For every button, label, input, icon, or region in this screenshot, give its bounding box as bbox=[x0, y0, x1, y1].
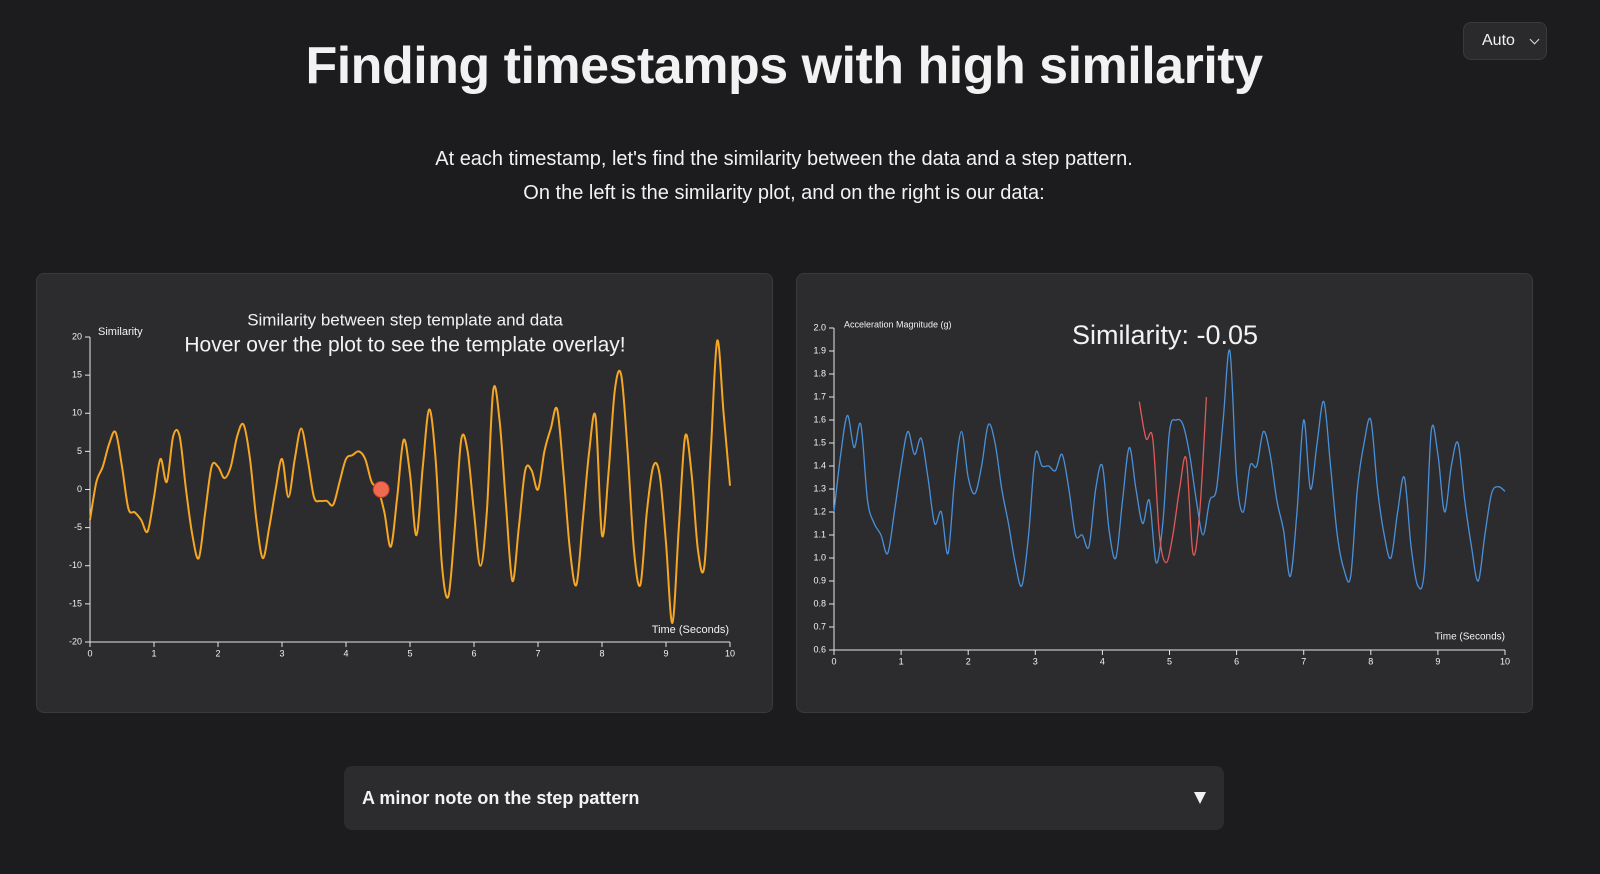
y-tick-label: 5 bbox=[77, 446, 82, 456]
y-tick-label: 1.4 bbox=[813, 460, 826, 470]
y-tick-label: 15 bbox=[72, 370, 82, 380]
y-axis-label: Acceleration Magnitude (g) bbox=[844, 319, 952, 329]
similarity-annotation: Similarity: -0.05 bbox=[1072, 320, 1258, 350]
template-overlay bbox=[1138, 396, 1208, 564]
y-tick-label: -5 bbox=[74, 522, 82, 532]
x-axis-label: Time (Seconds) bbox=[652, 624, 729, 636]
y-tick-label: 10 bbox=[72, 408, 82, 418]
page-title: Finding timestamps with high similarity bbox=[305, 37, 1263, 95]
x-tick-label: 4 bbox=[1100, 656, 1105, 666]
y-tick-label: 1.0 bbox=[813, 552, 826, 562]
chart-card: 0 1 2 3 4 5 6 7 8 9 10 -20 -15 -10 -5 0 5 10 15 20 Similarit… bbox=[36, 273, 773, 713]
y-tick-label: 0.6 bbox=[813, 644, 826, 654]
y-axis-label: Similarity bbox=[98, 326, 143, 338]
y-tick-label: 0 bbox=[77, 484, 82, 494]
data-line bbox=[833, 349, 1506, 590]
chart: 0 1 2 3 4 5 6 7 8 9 10 0.6 0.7 0.8 0.9 1.0 1.1 1.2 1.3 1.4 1… bbox=[813, 319, 1510, 666]
x-tick-label: 3 bbox=[279, 648, 284, 658]
intro-line: On the left is the similarity plot, and … bbox=[523, 182, 1045, 204]
details-summary[interactable]: A minor note on the step pattern bbox=[344, 766, 1224, 830]
y-tick-label: 2.0 bbox=[813, 322, 826, 332]
y-tick-label: 1.5 bbox=[813, 437, 826, 447]
y-tick-label: -10 bbox=[69, 560, 82, 570]
data-line bbox=[89, 339, 731, 624]
hover-marker bbox=[372, 481, 390, 498]
y-tick-label: -20 bbox=[69, 636, 82, 646]
y-tick-label: 1.8 bbox=[813, 368, 826, 378]
y-tick-label: 0.8 bbox=[813, 598, 826, 608]
x-tick-label: 6 bbox=[471, 648, 476, 658]
chart-card: 0 1 2 3 4 5 6 7 8 9 10 0.6 0.7 0.8 0.9 1.0 1.1 1.2 1.3 1.4 1… bbox=[796, 273, 1533, 713]
x-axis-label: Time (Seconds) bbox=[1435, 632, 1505, 643]
x-tick-label: 8 bbox=[599, 648, 604, 658]
x-tick-label: 9 bbox=[1435, 656, 1440, 666]
x-tick-label: 6 bbox=[1234, 656, 1239, 666]
x-tick-label: 1 bbox=[899, 656, 904, 666]
x-tick-label: 3 bbox=[1033, 656, 1038, 666]
y-tick-label: 20 bbox=[72, 331, 82, 341]
y-tick-label: 0.7 bbox=[813, 621, 826, 631]
x-tick-label: 10 bbox=[725, 648, 735, 658]
y-tick-label: 1.9 bbox=[813, 345, 826, 355]
x-tick-label: 2 bbox=[215, 648, 220, 658]
x-tick-label: 8 bbox=[1368, 656, 1373, 666]
chart: 0 1 2 3 4 5 6 7 8 9 10 -20 -15 -10 -5 0 5 10 15 20 Similarit… bbox=[69, 310, 735, 658]
y-tick-label: -15 bbox=[69, 598, 82, 608]
theme-select[interactable]: Auto bbox=[1463, 22, 1547, 60]
y-tick-label: 1.7 bbox=[813, 391, 826, 401]
x-tick-label: 0 bbox=[831, 656, 836, 666]
x-tick-label: 10 bbox=[1500, 656, 1510, 666]
x-tick-label: 2 bbox=[966, 656, 971, 666]
x-tick-label: 7 bbox=[1301, 656, 1306, 666]
x-tick-label: 5 bbox=[407, 648, 412, 658]
x-tick-label: 0 bbox=[87, 648, 92, 658]
x-tick-label: 7 bbox=[535, 648, 540, 658]
y-tick-label: 0.9 bbox=[813, 575, 826, 585]
y-tick-label: 1.3 bbox=[813, 483, 826, 493]
y-tick-label: 1.2 bbox=[813, 506, 826, 516]
x-tick-label: 4 bbox=[343, 648, 348, 658]
chart-title: Similarity between step template and dat… bbox=[247, 310, 563, 329]
y-tick-label: 1.6 bbox=[813, 414, 826, 424]
x-tick-label: 9 bbox=[663, 648, 668, 658]
y-tick-label: 1.1 bbox=[813, 529, 826, 539]
x-tick-label: 5 bbox=[1167, 656, 1172, 666]
x-tick-label: 1 bbox=[151, 648, 156, 658]
intro-line: At each timestamp, let's find the simila… bbox=[435, 148, 1133, 170]
chart-subtitle: Hover over the plot to see the template … bbox=[184, 334, 625, 357]
